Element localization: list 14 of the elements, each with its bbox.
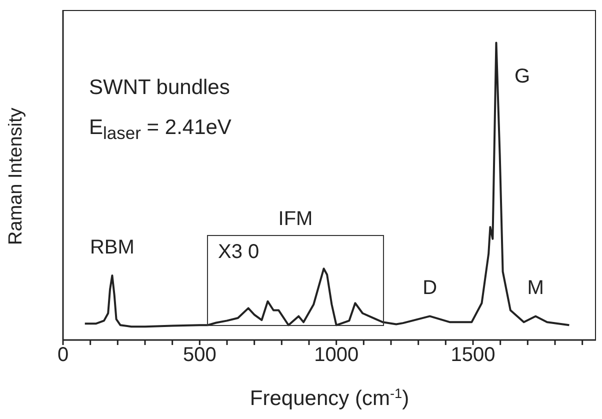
x-tick-label: 1000 — [314, 344, 359, 366]
annotation: SWNT bundles — [89, 75, 231, 101]
x-tick-label: 1500 — [450, 344, 496, 366]
y-axis-title: Raman Intensity — [6, 107, 27, 245]
x-axis-title: Frequency (cm$^{-1}$) — [250, 386, 410, 410]
annotation: D — [422, 277, 438, 300]
annotation: M — [527, 277, 544, 300]
annotation: IFM — [277, 208, 314, 231]
annotation: E$_{laser}$ = 2.41eV — [89, 115, 232, 146]
x-tick-label: 500 — [182, 344, 216, 366]
x-tick-label: 0 — [57, 344, 69, 366]
annotation: G — [514, 66, 530, 88]
annotation: X3 0 — [218, 241, 260, 264]
annotation: RBM — [90, 236, 134, 258]
